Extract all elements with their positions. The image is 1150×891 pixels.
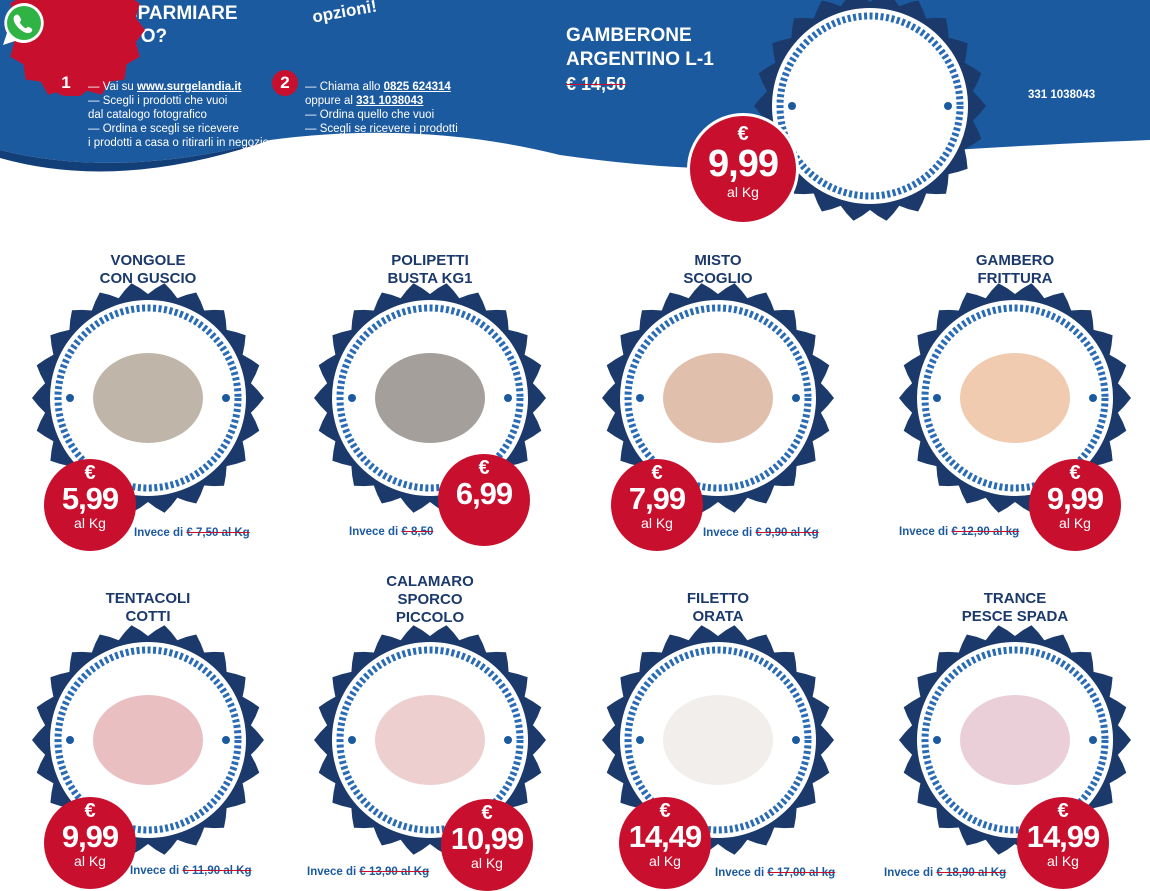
step-1-text: — Vai su www.surgelandia.it — Scegli i p… xyxy=(88,81,269,149)
price-badge: €9,99 al Kg xyxy=(1029,459,1121,551)
old-price-note: Invece di € 17,00 al kg xyxy=(715,867,836,879)
product-title: VONGOLE CON GUSCIO xyxy=(99,252,197,287)
whatsapp-icon[interactable] xyxy=(0,0,48,48)
product-title: GAMBERO FRITTURA xyxy=(975,252,1055,287)
price-badge: €9,99 al Kg xyxy=(44,797,136,889)
product-title: MISTO SCOGLIO xyxy=(683,252,753,287)
featured-plate xyxy=(754,0,986,221)
product-photo xyxy=(375,695,485,785)
featured-title: GAMBERONE ARGENTINO L-1 xyxy=(566,25,714,70)
product-title: FILETTO ORATA xyxy=(686,590,750,625)
featured-price-badge: € 9,99 al Kg xyxy=(687,113,799,225)
product-photo xyxy=(663,353,773,443)
product-title: CALAMARO SPORCO PICCOLO xyxy=(386,573,474,626)
price-badge: €6,99 xyxy=(438,454,530,546)
price-badge: €10,99 al Kg xyxy=(441,799,533,891)
product-photo xyxy=(93,353,203,443)
product-title: TENTACOLI COTTI xyxy=(105,590,191,625)
featured-old-price: € 14,50 xyxy=(566,74,627,94)
old-price-note: Invece di € 8,50 xyxy=(349,526,434,538)
header-banner: E RISPARMIARE TEMPO? opzioni! 1 — Vai su… xyxy=(0,0,1150,240)
whatsapp-number[interactable]: 331 1038043 xyxy=(1028,89,1096,101)
phone-link-1[interactable]: 0825 624314 xyxy=(383,81,451,93)
price-badge: €7,99 al Kg xyxy=(611,459,703,551)
product-photo xyxy=(960,695,1070,785)
price-badge: €14,99 al Kg xyxy=(1017,797,1109,889)
old-price-note: Invece di € 12,90 al kg xyxy=(899,526,1020,538)
old-price-note: Invece di € 9,90 al Kg xyxy=(703,527,819,539)
product-photo xyxy=(375,353,485,443)
product-photo xyxy=(960,353,1070,443)
product-photo xyxy=(93,695,203,785)
old-price-note: Invece di € 11,90 al Kg xyxy=(130,865,252,877)
old-price-note: Invece di € 7,50 al Kg xyxy=(134,527,250,539)
product-photo xyxy=(663,695,773,785)
step-2-badge: 2 xyxy=(272,70,298,96)
price-badge: €5,99 al Kg xyxy=(44,459,136,551)
price-badge: €14,49 al Kg xyxy=(619,797,711,889)
step-1-badge: 1 xyxy=(53,70,79,96)
phone-link-2[interactable]: 331 1038043 xyxy=(356,95,424,107)
old-price-note: Invece di € 18,90 al Kg xyxy=(884,867,1007,879)
product-title: TRANCE PESCE SPADA xyxy=(961,590,1069,625)
step-2-text: — Chiama allo 0825 624314 oppure al 331 … xyxy=(305,81,458,149)
website-link[interactable]: www.surgelandia.it xyxy=(137,81,242,93)
product-title: POLIPETTI BUSTA KG1 xyxy=(387,252,473,287)
old-price-note: Invece di € 13,90 al Kg xyxy=(307,866,430,878)
